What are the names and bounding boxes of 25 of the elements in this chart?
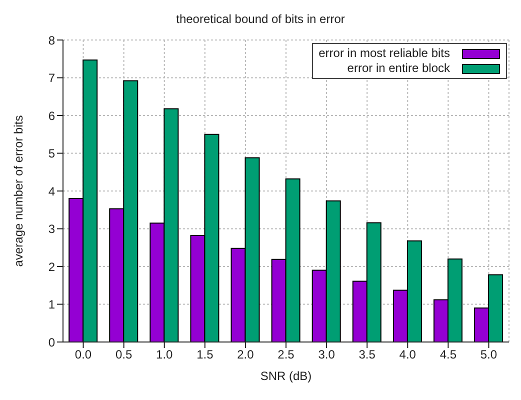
y-tick-label: 1 (48, 298, 56, 312)
y-tick-label: 3 (48, 222, 56, 236)
x-tick-label: 2.0 (237, 348, 254, 362)
x-tick-label: 4.0 (399, 348, 416, 362)
y-tick-label: 8 (48, 33, 56, 48)
y-tick-label: 7 (48, 71, 56, 86)
x-tick-label: 0.5 (115, 348, 132, 362)
x-tick-label: 2.5 (278, 348, 295, 362)
y-tick-label: 4 (48, 184, 56, 198)
x-tick-label: 0.0 (74, 348, 92, 362)
y-tick-label: 0 (48, 335, 56, 350)
y-tick-label: 5 (48, 146, 56, 161)
x-tick-label: 1.0 (156, 348, 174, 362)
x-tick-label: 3.0 (318, 348, 336, 362)
x-tick-label: 1.5 (196, 348, 214, 362)
x-tick-label: 3.5 (358, 348, 376, 362)
x-tick-label: 5.0 (480, 348, 498, 362)
chart-title: theoretical bound of bits in error (175, 12, 346, 26)
y-tick-label: 2 (48, 260, 56, 274)
x-tick-label: 4.5 (440, 348, 457, 362)
y-tick-label: 6 (48, 108, 56, 123)
legend-label: error in most reliable bits (318, 46, 450, 61)
x-axis-title: SNR (dB) (260, 369, 312, 383)
y-axis-title: average number of error bits (11, 115, 26, 267)
legend-label: error in entire block (347, 61, 450, 76)
